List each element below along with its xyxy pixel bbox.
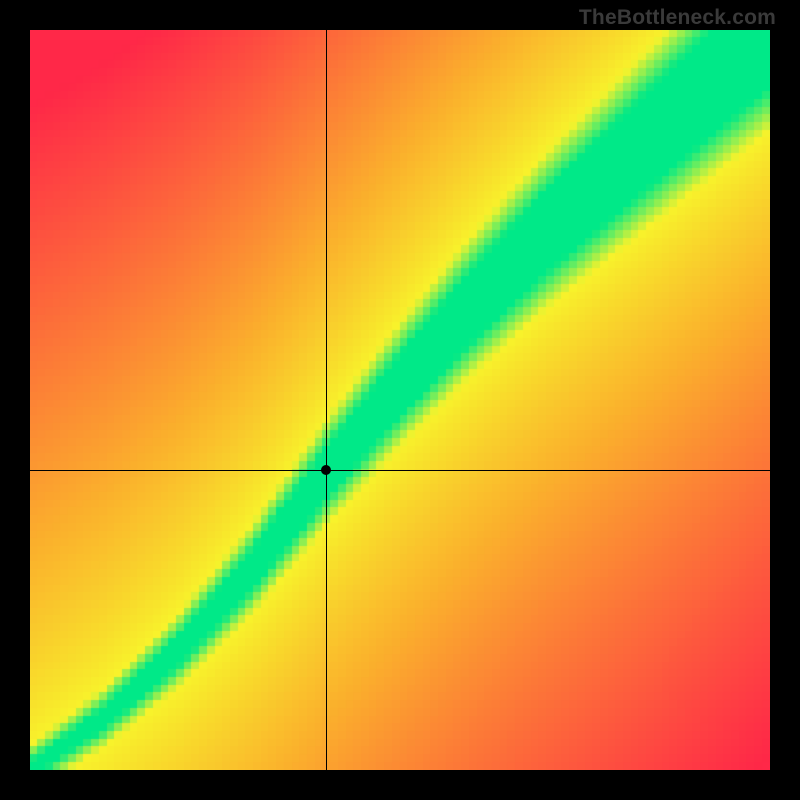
crosshair-vertical (326, 30, 327, 770)
crosshair-horizontal (30, 470, 770, 471)
chart-container (30, 30, 770, 770)
selection-marker[interactable] (321, 465, 331, 475)
watermark-text: TheBottleneck.com (579, 6, 776, 30)
bottleneck-heatmap (30, 30, 770, 770)
